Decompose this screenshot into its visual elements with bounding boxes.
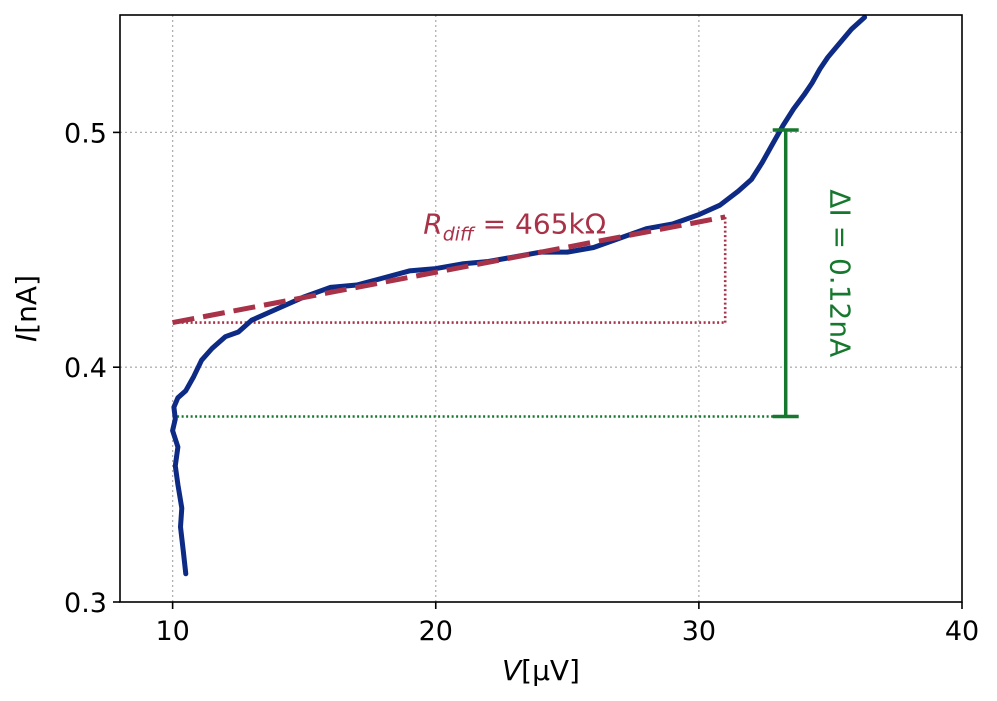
fit-annotation-symbol: R <box>423 207 442 240</box>
y-axis-label: I[nA] <box>10 275 43 342</box>
x-tick-label: 10 <box>155 616 189 647</box>
x-axis-label-var: V <box>502 654 523 687</box>
x-tick-label: 40 <box>945 616 979 647</box>
data-layer <box>170 14 868 577</box>
y-tick-label: 0.3 <box>64 588 107 619</box>
x-tick-label: 30 <box>682 616 716 647</box>
grid-layer <box>120 15 962 602</box>
tick-layer: 10 20 30 40 0.3 0.4 0.5 <box>64 118 979 647</box>
iv-curve-line <box>170 14 868 577</box>
y-axis-label-var: I <box>10 334 43 342</box>
fit-annotation-subscript: diff <box>443 223 476 245</box>
fit-dashed-line <box>172 214 726 326</box>
fit-annotation-value: = 465kΩ <box>474 207 606 240</box>
fit-annotation-label: Rdiff = 465kΩ <box>423 207 606 245</box>
y-axis-label-unit: [nA] <box>10 275 43 334</box>
plot-frame <box>119 14 963 603</box>
y-tick-label: 0.5 <box>64 118 107 149</box>
annotation-layer <box>172 216 786 418</box>
x-tick-label: 20 <box>419 616 453 647</box>
y-tick-label: 0.4 <box>64 353 107 384</box>
delta-annotation-label: ΔI = 0.12nA <box>823 189 856 357</box>
x-axis-label: V[μV] <box>502 654 580 687</box>
x-axis-label-unit: [μV] <box>521 654 580 687</box>
fit-layer <box>172 128 799 419</box>
